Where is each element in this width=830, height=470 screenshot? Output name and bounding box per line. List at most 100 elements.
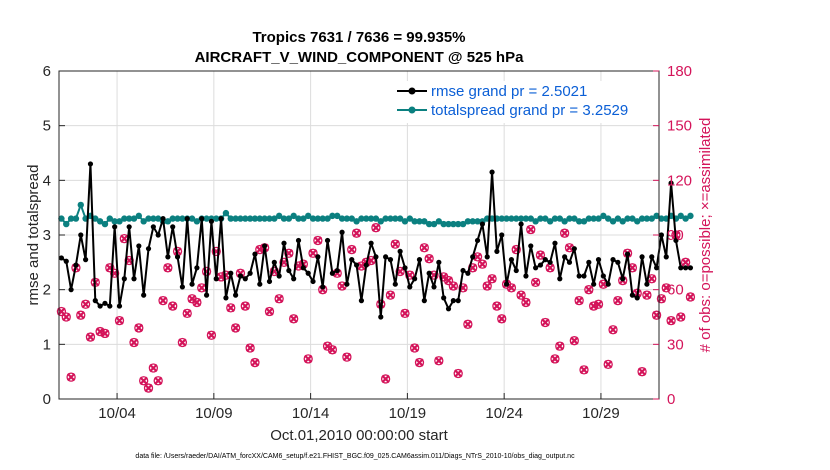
obs-possible-point [487, 274, 497, 284]
rmse-point [528, 243, 534, 249]
obs-possible-point [347, 244, 357, 255]
rmse-point [673, 237, 679, 244]
obs-possible-point [540, 317, 550, 328]
rmse-point [562, 254, 568, 260]
obs-assimilated-point [120, 234, 129, 243]
obs-possible-point [76, 310, 86, 320]
obs-possible-point [274, 294, 284, 304]
obs-possible-point [424, 254, 434, 264]
rmse-point [247, 270, 253, 276]
rmse-point [208, 218, 215, 224]
totalspread-point [77, 201, 84, 209]
rmse-point [552, 240, 558, 246]
rmse-point [213, 276, 219, 282]
y-tick-label: 4 [43, 172, 51, 189]
obs-possible-point [511, 244, 521, 255]
y-right-tick-label: 180 [667, 63, 692, 80]
totalspread-point [121, 215, 128, 222]
obs-possible-point [579, 365, 589, 375]
rmse-point [542, 257, 548, 263]
totalspread-point [508, 215, 515, 222]
rmse-point [174, 254, 181, 260]
totalspread-point [459, 220, 467, 228]
obs-assimilated-point [178, 338, 187, 347]
totalspread-point [246, 215, 254, 222]
rmse-point [595, 257, 602, 263]
rmse-point [402, 265, 408, 271]
totalspread-point [334, 212, 341, 220]
obs-possible-point [395, 266, 405, 277]
totalspread-point [179, 215, 186, 222]
x-axis-label: Oct.01,2010 00:00:00 start [270, 427, 448, 444]
obs-possible-point [206, 330, 217, 340]
rmse-point [102, 300, 108, 306]
rmse-point [518, 221, 524, 227]
rmse-point [203, 292, 210, 298]
obs-assimilated-point [662, 283, 671, 293]
obs-possible-point [129, 337, 139, 348]
obs-possible-point [414, 357, 425, 368]
rmse-point [179, 284, 185, 290]
obs-possible-point [521, 297, 531, 308]
obs-assimilated-point [555, 341, 564, 351]
obs-possible-point [303, 354, 313, 364]
totalspread-point [445, 220, 452, 228]
x-tick-label: 10/29 [582, 405, 620, 422]
data-file-footer: data file: /Users/raeder/DAI/ATM_forcXX/… [135, 453, 575, 460]
obs-assimilated-point [391, 239, 400, 249]
totalspread-point [145, 215, 152, 222]
totalspread-point [266, 215, 273, 222]
obs-possible-point [211, 246, 221, 257]
rmse-point [668, 180, 674, 186]
rmse-point [112, 224, 118, 230]
rmse-point [576, 273, 582, 279]
y-tick-label: 5 [43, 118, 51, 135]
rmse-point [170, 224, 176, 230]
obs-possible-point [434, 356, 444, 366]
totalspread-point [469, 218, 476, 225]
obs-possible-point [400, 308, 410, 319]
obs-possible-point [477, 259, 488, 269]
rmse-point [324, 237, 331, 244]
obs-assimilated-point [415, 358, 424, 367]
rmse-point [383, 254, 389, 260]
legend-rmse-marker [408, 87, 416, 95]
rmse-point [615, 259, 621, 265]
obs-assimilated-point [308, 249, 318, 258]
totalspread-point [338, 215, 346, 222]
totalspread-point [150, 215, 157, 222]
totalspread-point [566, 215, 573, 222]
series-obs-possible [56, 223, 696, 393]
rmse-point [378, 314, 384, 320]
totalspread-point [624, 215, 631, 222]
obs-assimilated-point [245, 343, 255, 353]
obs-assimilated-point [115, 316, 124, 325]
totalspread-point [72, 215, 80, 222]
obs-assimilated-point [526, 225, 535, 234]
obs-possible-point [153, 376, 163, 386]
rmse-point [412, 276, 418, 282]
rmse-point [58, 255, 65, 261]
obs-possible-point [201, 266, 212, 277]
obs-assimilated-point [158, 296, 168, 305]
totalspread-point [314, 215, 322, 222]
totalspread-point [595, 215, 602, 222]
obs-possible-point [313, 235, 323, 246]
obs-possible-point [240, 301, 250, 311]
rmse-point [571, 246, 577, 252]
obs-assimilated-point [613, 296, 623, 305]
obs-assimilated-point [410, 343, 419, 353]
obs-assimilated-point [381, 374, 390, 384]
obs-possible-point [443, 275, 454, 286]
obs-assimilated-point [371, 223, 381, 232]
obs-assimilated-point [265, 307, 274, 316]
obs-possible-point [463, 319, 473, 329]
rmse-point [624, 251, 631, 257]
totalspread-point [280, 215, 288, 222]
obs-assimilated-point [139, 376, 148, 385]
obs-assimilated-point [579, 365, 589, 375]
rmse-point [649, 254, 655, 260]
rmse-point [291, 276, 297, 282]
obs-assimilated-point [386, 290, 395, 300]
obs-possible-point [613, 295, 623, 306]
